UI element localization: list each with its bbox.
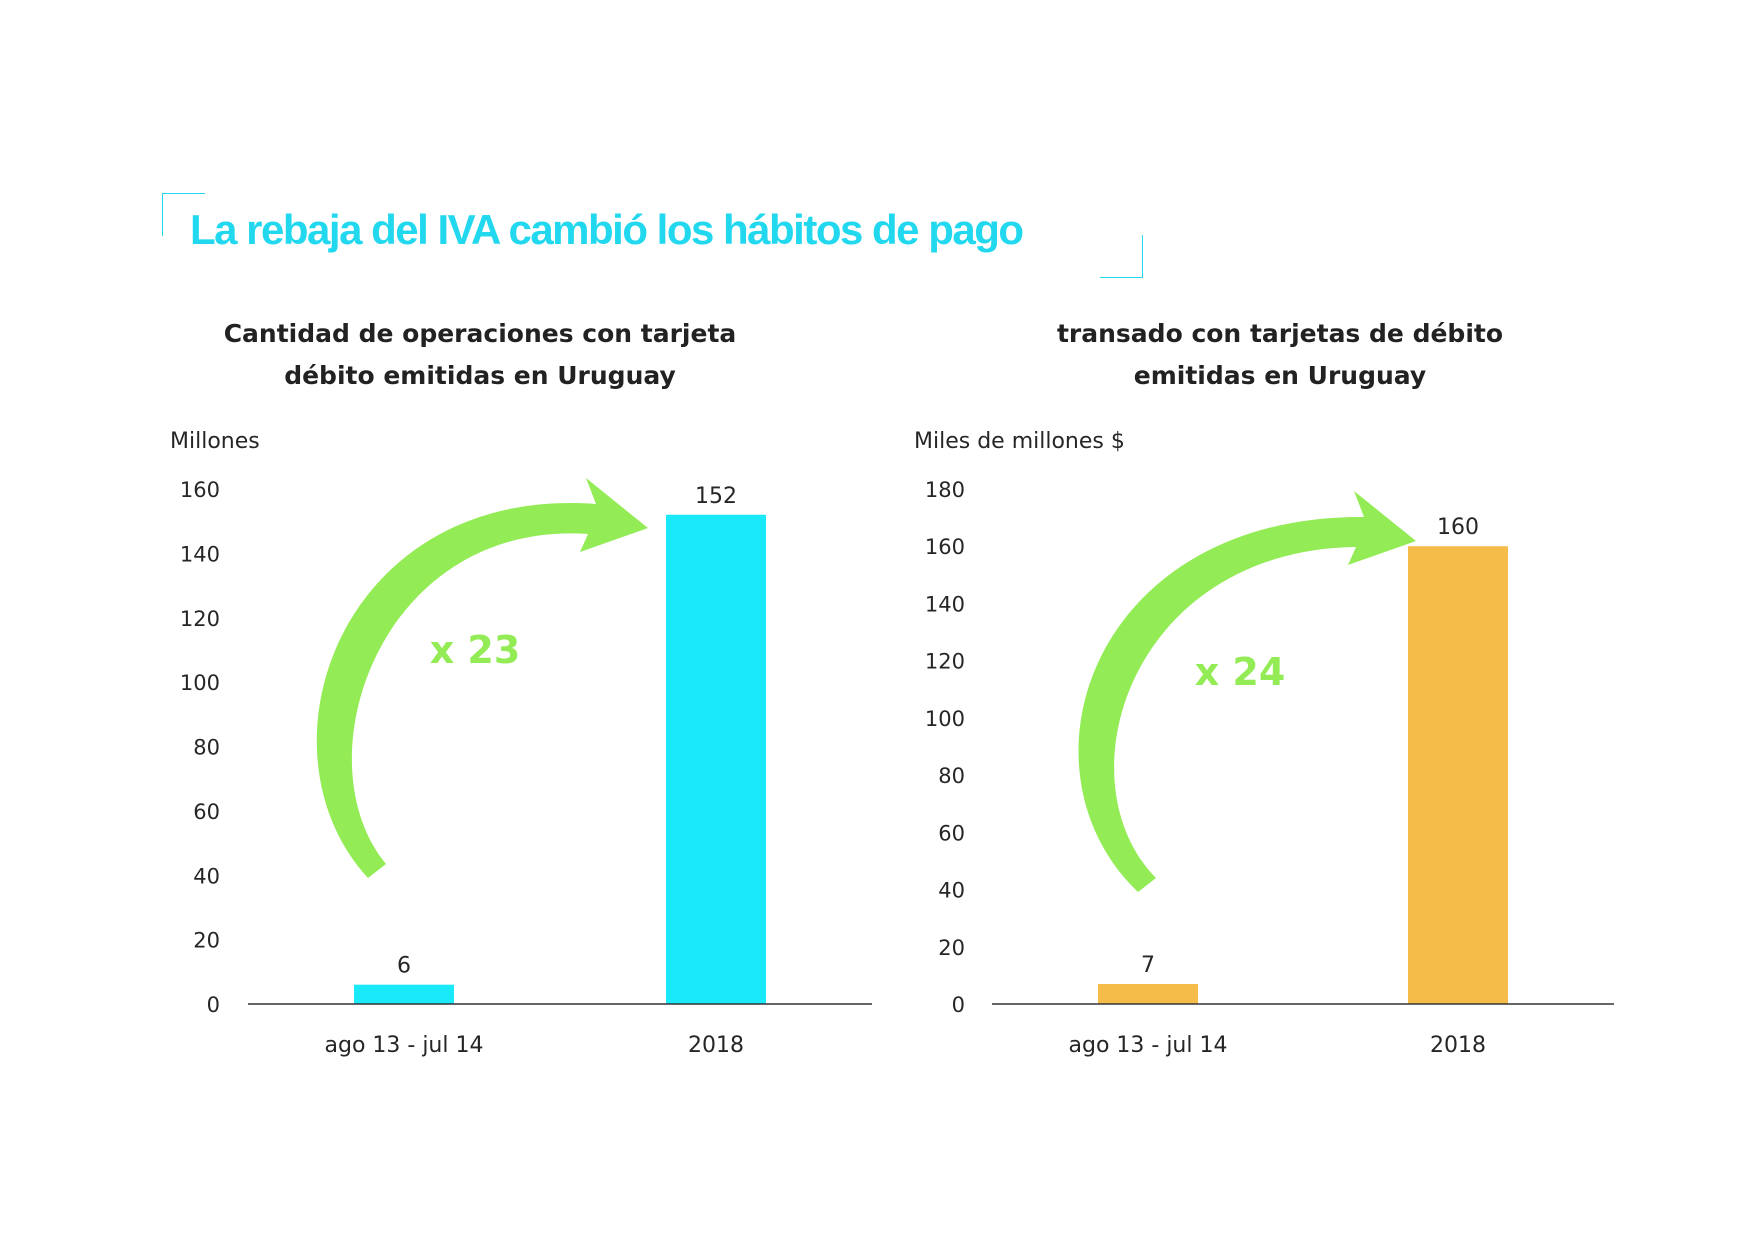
chart-right-ytick-label: 40 — [938, 879, 965, 903]
chart-right-category-label: 2018 — [1430, 1033, 1486, 1058]
chart-right-ytick-label: 80 — [938, 764, 965, 788]
chart-left-ytick-label: 120 — [180, 607, 220, 631]
chart-left-title: Cantidad de operaciones con tarjeta débi… — [170, 313, 790, 397]
chart-left-data-label: 152 — [695, 484, 737, 509]
chart-left-ytick-label: 160 — [180, 478, 220, 502]
chart-left-ytick-label: 20 — [193, 929, 220, 953]
chart-right-ytick-label: 20 — [938, 936, 965, 960]
chart-right-ytick-label: 140 — [925, 592, 965, 616]
headline-corner-bottom-right — [1100, 235, 1143, 278]
chart-right-unit-label: Miles de millones $ — [914, 429, 1125, 454]
chart-right-ytick-label: 160 — [925, 535, 965, 559]
chart-left-title-line-1: Cantidad de operaciones con tarjeta — [223, 319, 737, 348]
chart-left-ytick-label: 100 — [180, 671, 220, 695]
chart-left-ytick-label: 80 — [193, 736, 220, 760]
chart-left-ytick-label: 60 — [193, 800, 220, 824]
chart-left-bar — [666, 514, 766, 1004]
chart-left-bar — [354, 984, 454, 1004]
chart-right-bar — [1408, 546, 1508, 1004]
chart-left-unit-label: Millones — [170, 429, 260, 454]
chart-left-multiplier-label: x 23 — [430, 628, 521, 672]
chart-right-ytick-label: 180 — [925, 478, 965, 502]
chart-right-ytick-label: 60 — [938, 821, 965, 845]
chart-left-data-label: 6 — [397, 954, 411, 979]
chart-right-title-line-1: transado con tarjetas de débito — [1056, 319, 1504, 348]
chart-right-bar — [1098, 983, 1198, 1004]
chart-right-ytick-label: 100 — [925, 707, 965, 731]
chart-right-ytick-label: 0 — [952, 993, 965, 1017]
headline: La rebaja del IVA cambió los hábitos de … — [190, 206, 1024, 253]
chart-left-ytick-label: 0 — [207, 993, 220, 1017]
chart-right-multiplier-label: x 24 — [1195, 650, 1286, 694]
chart-left-category-label: ago 13 - jul 14 — [325, 1033, 484, 1058]
chart-left-ytick-label: 40 — [193, 864, 220, 888]
chart-left-curved-arrow-icon — [316, 478, 648, 878]
chart-right-data-label: 7 — [1141, 953, 1155, 978]
chart-right-title: transado con tarjetas de débito emitidas… — [1040, 313, 1520, 397]
chart-right-category-label: ago 13 - jul 14 — [1069, 1033, 1228, 1058]
chart-right-ytick-label: 120 — [925, 650, 965, 674]
chart-right-curved-arrow-icon — [1078, 491, 1416, 892]
chart-left-title-line-2: débito emitidas en Uruguay — [284, 361, 676, 390]
headline-corner-top-left — [162, 193, 205, 236]
chart-left-ytick-label: 140 — [180, 542, 220, 566]
chart-right-title-line-2: emitidas en Uruguay — [1133, 361, 1427, 390]
chart-right-data-label: 160 — [1437, 515, 1479, 540]
chart-left-category-label: 2018 — [688, 1033, 744, 1058]
